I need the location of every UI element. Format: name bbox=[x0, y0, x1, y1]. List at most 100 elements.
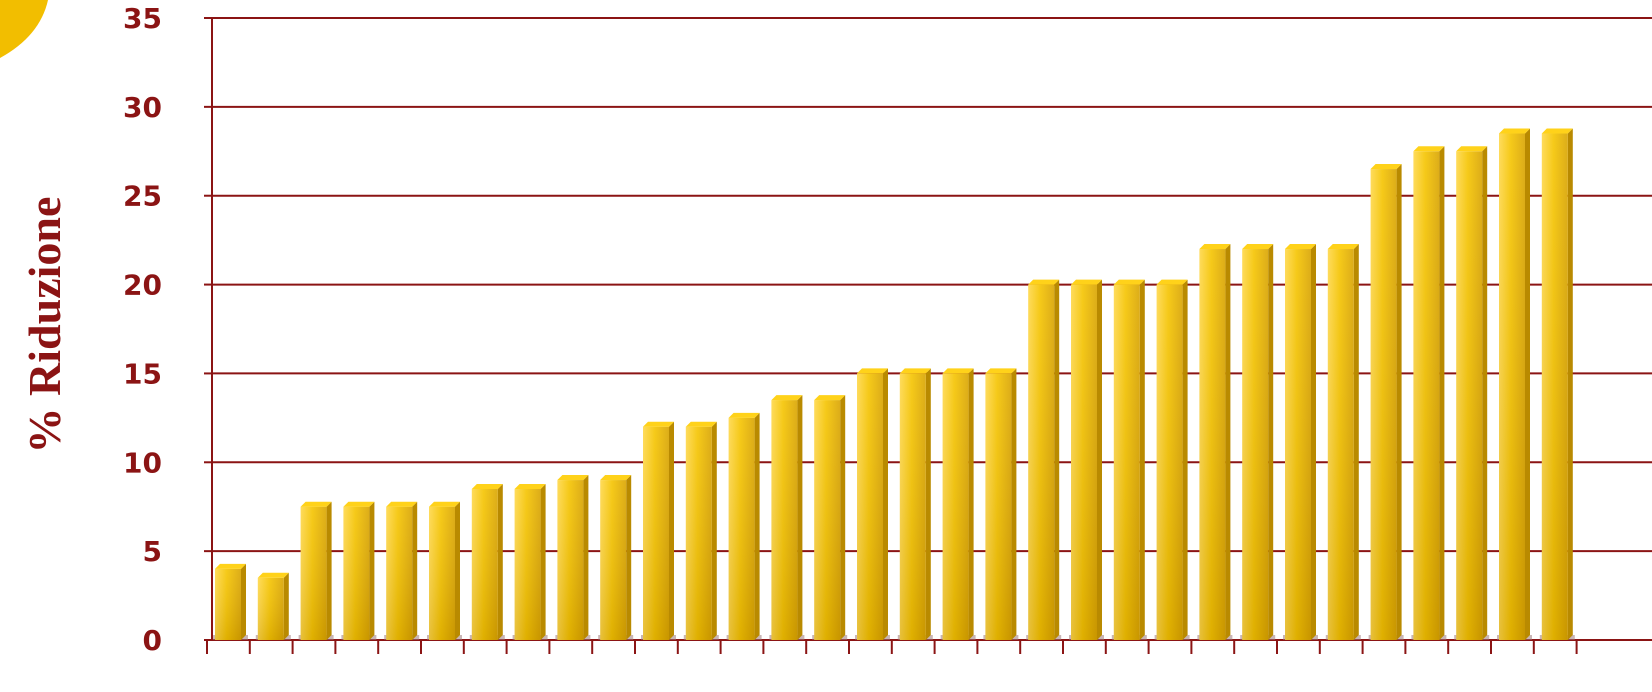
corner-accent-shape bbox=[0, 0, 48, 58]
bar bbox=[1026, 279, 1062, 640]
bar-shading bbox=[1199, 249, 1226, 640]
bar bbox=[598, 475, 634, 640]
bar-top-face bbox=[471, 483, 503, 489]
bar-shading bbox=[429, 506, 455, 640]
bar bbox=[683, 421, 719, 640]
bar bbox=[341, 501, 377, 640]
bar-side-face bbox=[711, 421, 717, 640]
bar-shading bbox=[1028, 284, 1055, 640]
bar-side-face bbox=[1268, 244, 1274, 640]
bar bbox=[983, 368, 1019, 640]
y-axis-label: % Riduzione bbox=[19, 197, 70, 454]
bar-shading bbox=[1499, 133, 1525, 640]
bar bbox=[1454, 146, 1490, 641]
bar-shading bbox=[600, 480, 627, 640]
bar-top-face bbox=[728, 412, 760, 418]
bar bbox=[384, 501, 420, 640]
bar-shading bbox=[1456, 151, 1483, 641]
bar-shading bbox=[899, 373, 926, 640]
bar-shading bbox=[300, 506, 327, 640]
bar-shading bbox=[386, 506, 413, 640]
bar-side-face bbox=[1097, 279, 1102, 640]
bar bbox=[1497, 128, 1532, 640]
bar-top-face bbox=[257, 572, 289, 578]
bar-shading bbox=[1370, 169, 1397, 641]
bar-shading bbox=[985, 373, 1012, 640]
bar-side-face bbox=[1225, 244, 1231, 640]
bar bbox=[1325, 244, 1361, 640]
bar-top-face bbox=[1028, 279, 1060, 285]
bar-shading bbox=[343, 506, 370, 640]
bar-side-face bbox=[369, 501, 375, 640]
bar bbox=[213, 563, 248, 640]
bar-shading bbox=[514, 488, 541, 640]
bar-side-face bbox=[540, 483, 546, 640]
bar-top-face bbox=[985, 368, 1017, 374]
bar bbox=[1154, 279, 1190, 640]
bar-top-face bbox=[1413, 146, 1445, 152]
bar-top-face bbox=[215, 563, 246, 569]
bar-top-face bbox=[1071, 279, 1102, 285]
bar-side-face bbox=[1525, 128, 1530, 640]
bar-shading bbox=[1413, 151, 1440, 641]
bar-top-face bbox=[1113, 279, 1145, 285]
bar-side-face bbox=[840, 395, 846, 640]
bar-shading bbox=[1113, 284, 1140, 640]
bar-top-face bbox=[386, 501, 418, 507]
bar-side-face bbox=[1482, 146, 1488, 641]
bar-top-face bbox=[899, 368, 931, 374]
y-tick-label: 5 bbox=[143, 535, 162, 568]
bar bbox=[1283, 244, 1318, 640]
bar-side-face bbox=[669, 421, 674, 640]
bar-side-face bbox=[326, 501, 332, 640]
bar-side-face bbox=[1182, 279, 1188, 640]
y-tick-label: 25 bbox=[123, 180, 162, 213]
bar bbox=[555, 475, 591, 640]
bar bbox=[940, 368, 976, 640]
bar-side-face bbox=[412, 501, 418, 640]
bar bbox=[298, 501, 334, 640]
y-tick-label: 10 bbox=[123, 446, 162, 479]
bar-side-face bbox=[883, 368, 888, 640]
y-tick-labels: 0 5 10 15 20 25 30 35 bbox=[123, 2, 212, 657]
bar-top-face bbox=[771, 395, 803, 401]
bar bbox=[855, 368, 890, 640]
bar-shading bbox=[1541, 133, 1568, 640]
y-tick-label: 15 bbox=[123, 357, 162, 390]
bar-top-face bbox=[1327, 244, 1359, 250]
bar-side-face bbox=[754, 412, 760, 640]
bar-shading bbox=[557, 480, 584, 640]
bar-top-face bbox=[857, 368, 888, 374]
bar-top-face bbox=[600, 475, 632, 481]
bar bbox=[769, 395, 805, 640]
bar-side-face bbox=[1054, 279, 1060, 640]
bar-shading bbox=[685, 426, 712, 640]
bar-side-face bbox=[1311, 244, 1316, 640]
bar bbox=[512, 483, 548, 640]
bar-side-face bbox=[968, 368, 974, 640]
bar bbox=[1069, 279, 1104, 640]
bar-top-face bbox=[1199, 244, 1231, 250]
bar bbox=[1111, 279, 1147, 640]
bar-top-face bbox=[814, 395, 846, 401]
bar-top-face bbox=[685, 421, 717, 427]
bar-shading bbox=[1156, 284, 1183, 640]
bar bbox=[641, 421, 676, 640]
bar-top-face bbox=[942, 368, 974, 374]
bar-side-face bbox=[1439, 146, 1445, 641]
bar bbox=[427, 501, 462, 640]
bar-shading bbox=[1071, 284, 1097, 640]
y-tick-label: 35 bbox=[123, 2, 162, 35]
bar-top-face bbox=[1156, 279, 1188, 285]
bar-side-face bbox=[1011, 368, 1017, 640]
bar bbox=[255, 572, 291, 640]
bar-side-face bbox=[626, 475, 632, 640]
bar-top-face bbox=[300, 501, 332, 507]
bar-side-face bbox=[1396, 164, 1402, 641]
bar-shading bbox=[942, 373, 969, 640]
bar-top-face bbox=[514, 483, 546, 489]
bar bbox=[1539, 128, 1575, 640]
bar bbox=[1411, 146, 1447, 641]
bar bbox=[1368, 164, 1404, 641]
